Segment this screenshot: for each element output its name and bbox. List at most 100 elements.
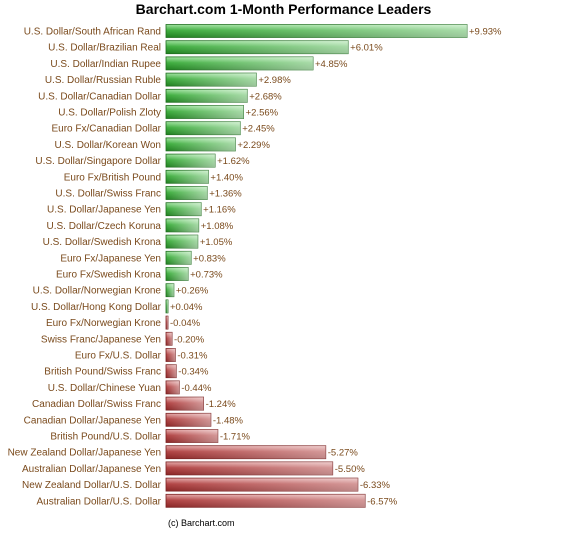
category-label: Australian Dollar/Japanese Yen bbox=[22, 464, 161, 475]
bar-row: U.S. Dollar/Swedish Krona +1.05% bbox=[43, 234, 233, 249]
bar-highlight bbox=[166, 316, 168, 330]
category-label: Euro Fx/British Pound bbox=[64, 172, 161, 183]
bar-highlight bbox=[166, 24, 467, 38]
category-label: U.S. Dollar/Russian Ruble bbox=[45, 75, 162, 86]
category-label: U.S. Dollar/Polish Zloty bbox=[58, 108, 161, 119]
bar-row: U.S. Dollar/Korean Won +2.29% bbox=[54, 137, 270, 152]
category-label: Euro Fx/Japanese Yen bbox=[60, 253, 161, 264]
bar-row: New Zealand Dollar/Japanese Yen -5.27% bbox=[8, 445, 359, 460]
category-label: U.S. Dollar/Swedish Krona bbox=[43, 237, 162, 248]
bar-row: Canadian Dollar/Japanese Yen -1.48% bbox=[24, 412, 244, 427]
bar-row: U.S. Dollar/Singapore Dollar +1.62% bbox=[35, 153, 250, 168]
bar-row: U.S. Dollar/Brazilian Real +6.01% bbox=[48, 40, 383, 55]
value-label: -0.44% bbox=[181, 383, 212, 394]
value-label: +4.85% bbox=[315, 59, 348, 70]
value-label: -1.71% bbox=[220, 432, 251, 443]
value-label: +2.45% bbox=[242, 124, 275, 135]
bar-row: Euro Fx/British Pound +1.40% bbox=[64, 169, 243, 184]
value-label: -0.20% bbox=[174, 334, 205, 345]
bar-row: Canadian Dollar/Swiss Franc -1.24% bbox=[32, 396, 237, 411]
value-label: +2.29% bbox=[237, 140, 270, 151]
bar-row: Swiss Franc/Japanese Yen -0.20% bbox=[41, 331, 205, 346]
bar-highlight bbox=[166, 73, 257, 87]
category-label: New Zealand Dollar/U.S. Dollar bbox=[22, 480, 162, 491]
bar-row: U.S. Dollar/Czech Koruna +1.08% bbox=[47, 218, 234, 233]
value-label: +0.83% bbox=[193, 253, 226, 264]
category-label: New Zealand Dollar/Japanese Yen bbox=[8, 448, 161, 459]
category-label: U.S. Dollar/South African Rand bbox=[24, 27, 161, 38]
bar-highlight bbox=[166, 235, 198, 249]
bar-row: New Zealand Dollar/U.S. Dollar -6.33% bbox=[22, 477, 391, 492]
category-label: U.S. Dollar/Czech Koruna bbox=[47, 221, 162, 232]
category-label: British Pound/Swiss Franc bbox=[44, 367, 161, 378]
category-label: Swiss Franc/Japanese Yen bbox=[41, 334, 161, 345]
category-label: U.S. Dollar/Brazilian Real bbox=[48, 43, 161, 54]
value-label: +2.98% bbox=[258, 75, 291, 86]
category-label: U.S. Dollar/Chinese Yuan bbox=[48, 383, 161, 394]
category-label: Euro Fx/Swedish Krona bbox=[56, 270, 161, 281]
category-label: U.S. Dollar/Swiss Franc bbox=[55, 189, 161, 200]
value-label: +6.01% bbox=[350, 43, 383, 54]
category-label: U.S. Dollar/Norwegian Krone bbox=[33, 286, 162, 297]
bar-row: Euro Fx/Norwegian Krone -0.04% bbox=[46, 315, 201, 330]
value-label: +1.16% bbox=[203, 205, 236, 216]
bar-highlight bbox=[166, 105, 244, 119]
bar-highlight bbox=[166, 137, 236, 151]
bar-highlight bbox=[166, 364, 177, 378]
value-label: +0.73% bbox=[190, 270, 223, 281]
category-label: Canadian Dollar/Japanese Yen bbox=[24, 415, 161, 426]
bar-row: U.S. Dollar/Canadian Dollar +2.68% bbox=[38, 88, 282, 103]
bar-highlight bbox=[166, 494, 366, 508]
bar-highlight bbox=[166, 40, 349, 54]
value-label: +1.05% bbox=[200, 237, 233, 248]
bar-highlight bbox=[166, 461, 333, 475]
value-label: -0.31% bbox=[177, 351, 208, 362]
bar-highlight bbox=[166, 218, 199, 232]
value-label: +2.56% bbox=[246, 108, 279, 119]
bar-highlight bbox=[166, 380, 180, 394]
value-label: -0.34% bbox=[178, 367, 209, 378]
bar-highlight bbox=[166, 154, 216, 168]
bar-row: U.S. Dollar/Norwegian Krone +0.26% bbox=[33, 283, 209, 298]
chart-title: Barchart.com 1-Month Performance Leaders bbox=[135, 1, 432, 17]
bar-row: U.S. Dollar/Polish Zloty +2.56% bbox=[58, 105, 279, 119]
bar-row: U.S. Dollar/Swiss Franc +1.36% bbox=[55, 186, 242, 200]
bar-highlight bbox=[166, 445, 326, 459]
value-label: +1.62% bbox=[217, 156, 250, 167]
value-label: -1.48% bbox=[213, 415, 244, 426]
bar-row: U.S. Dollar/Hong Kong Dollar +0.04% bbox=[31, 299, 203, 314]
value-label: -6.57% bbox=[367, 496, 398, 507]
category-label: U.S. Dollar/Korean Won bbox=[54, 140, 161, 151]
bar-highlight bbox=[166, 348, 176, 362]
bar-highlight bbox=[166, 170, 209, 184]
bar-highlight bbox=[166, 56, 314, 70]
bar-highlight bbox=[166, 283, 174, 297]
bar-row: Euro Fx/Japanese Yen +0.83% bbox=[60, 250, 226, 265]
bar-row: Australian Dollar/Japanese Yen -5.50% bbox=[22, 461, 365, 476]
bar-highlight bbox=[166, 251, 192, 265]
value-label: +2.68% bbox=[249, 91, 282, 102]
category-label: Euro Fx/U.S. Dollar bbox=[75, 351, 162, 362]
category-label: Euro Fx/Norwegian Krone bbox=[46, 318, 161, 329]
category-label: U.S. Dollar/Japanese Yen bbox=[47, 205, 161, 216]
value-label: +0.04% bbox=[170, 302, 203, 313]
bar-row: U.S. Dollar/Japanese Yen +1.16% bbox=[47, 202, 236, 217]
value-label: +0.26% bbox=[176, 286, 209, 297]
bar-highlight bbox=[166, 121, 241, 135]
bar-row: Euro Fx/Canadian Dollar +2.45% bbox=[52, 121, 275, 136]
copyright-footer: (c) Barchart.com bbox=[168, 518, 235, 528]
category-label: Euro Fx/Canadian Dollar bbox=[52, 124, 162, 135]
bar-highlight bbox=[166, 478, 358, 492]
category-label: U.S. Dollar/Indian Rupee bbox=[50, 59, 161, 70]
value-label: -0.04% bbox=[170, 318, 201, 329]
value-label: +1.08% bbox=[201, 221, 234, 232]
bar-highlight bbox=[166, 397, 204, 411]
bar-highlight bbox=[166, 299, 168, 313]
bar-row: U.S. Dollar/South African Rand +9.93% bbox=[24, 24, 502, 38]
bar-row: Euro Fx/Swedish Krona +0.73% bbox=[56, 267, 223, 281]
value-label: -1.24% bbox=[206, 399, 237, 410]
bar-row: U.S. Dollar/Indian Rupee +4.85% bbox=[50, 56, 348, 71]
value-label: -5.27% bbox=[328, 448, 359, 459]
category-label: U.S. Dollar/Singapore Dollar bbox=[35, 156, 161, 167]
